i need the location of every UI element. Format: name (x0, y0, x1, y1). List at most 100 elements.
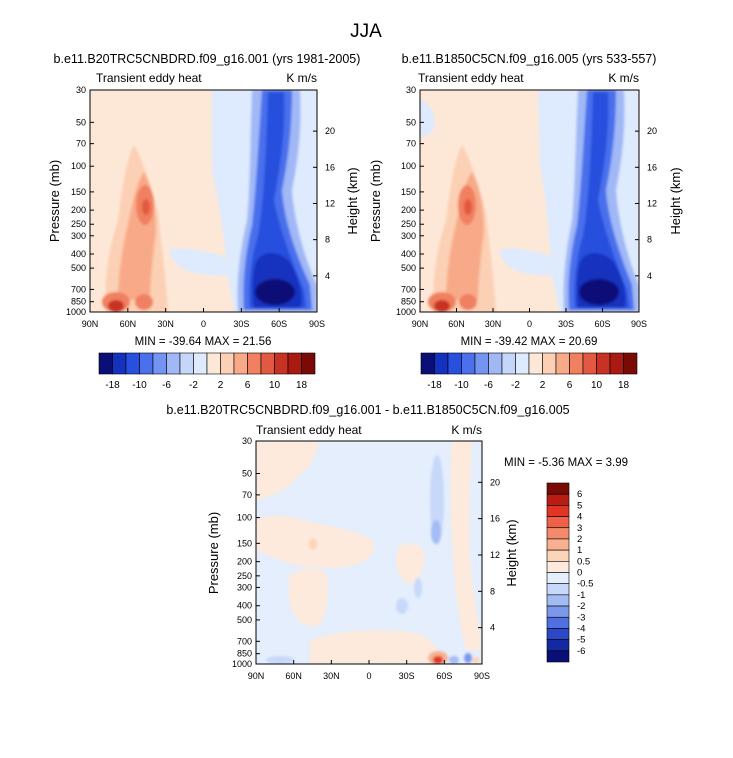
colorbar-box (623, 352, 638, 375)
pressure-tick-label: 500 (71, 263, 86, 273)
height-tick-label: 12 (490, 550, 500, 560)
panel-3-y-axis-title: Pressure (mb) (206, 512, 221, 594)
height-tick-label: 20 (647, 126, 657, 136)
colorbar-label: 0 (577, 568, 582, 579)
colorbar-label: -2 (577, 601, 585, 612)
panel-3-units-label: K m/s (451, 423, 482, 437)
colorbar-box (220, 352, 235, 375)
colorbar-box (139, 352, 154, 375)
latitude-tick-label: 60N (120, 319, 137, 329)
panel-1-y-axis-right: 20 16 12 8 4 (313, 126, 335, 281)
colorbar-box (287, 352, 302, 375)
panel-1-title: b.e11.B20TRC5CNBDRD.f09_g16.001 (yrs 198… (54, 52, 361, 66)
panel-3-title: b.e11.B20TRC5CNBDRD.f09_g16.001 - b.e11.… (166, 403, 569, 417)
colorbar-label: -18 (105, 380, 120, 391)
pressure-tick-label: 300 (401, 231, 416, 241)
height-tick-label: 16 (647, 162, 657, 172)
pressure-tick-label: 850 (401, 297, 416, 307)
pressure-tick-label: 1000 (66, 307, 86, 317)
panel-3-surface-left (266, 656, 294, 664)
colorbar-box (206, 352, 221, 375)
colorbar-box (546, 628, 570, 640)
height-tick-label: 12 (647, 198, 657, 208)
panel-1-positive-upper-peak (142, 199, 150, 215)
colorbar-box (166, 352, 181, 375)
pressure-tick-label: 70 (242, 490, 252, 500)
height-tick-label: 20 (325, 126, 335, 136)
panel-2-minimum-core (579, 279, 619, 305)
pressure-tick-label: 100 (401, 161, 416, 171)
colorbar-box (301, 352, 316, 375)
panel-3-positive-blob-mid (288, 568, 328, 627)
latitude-tick-label: 0 (527, 319, 532, 329)
latitude-tick-label: 60N (448, 319, 465, 329)
panel-3-positive-spot-1 (309, 538, 317, 550)
colorbar-label: 10 (591, 380, 603, 391)
panel-1-storm-track-inner (249, 92, 306, 308)
pressure-tick-label: 50 (242, 468, 252, 478)
colorbar-label: 6 (245, 380, 251, 391)
colorbar-box (555, 352, 570, 375)
pressure-tick-label: 150 (237, 538, 252, 548)
height-tick-label: 20 (490, 477, 500, 487)
colorbar-label: -6 (577, 646, 585, 657)
colorbar-box (546, 527, 570, 540)
colorbar-box (546, 493, 570, 506)
colorbar-label: 6 (577, 489, 582, 500)
panel-1-x-axis: 90N 60N 30N 0 30S 60S 90S (82, 308, 325, 329)
height-tick-label: 4 (647, 271, 652, 281)
latitude-tick-label: 0 (366, 671, 371, 681)
panel-2-negative-low-level (500, 248, 566, 276)
panel-3-surface-negative-1 (449, 656, 459, 664)
colorbar-label: -1 (577, 590, 585, 601)
panel-3-y-axis-right: 20 16 12 8 4 (478, 477, 500, 633)
colorbar-box (546, 505, 570, 517)
height-tick-label: 8 (647, 235, 652, 245)
colorbar-box (569, 352, 584, 375)
pressure-tick-label: 700 (401, 284, 416, 294)
panel-3-surface-negative-2 (464, 653, 472, 663)
colorbar-label: -6 (162, 380, 171, 391)
pressure-tick-label: 200 (401, 205, 416, 215)
pressure-tick-label: 70 (406, 139, 416, 149)
colorbar-label: -18 (427, 380, 442, 391)
height-tick-label: 8 (490, 586, 495, 596)
panel-2-stats: MIN = -39.42 MAX = 20.69 (461, 336, 598, 348)
colorbar-box (125, 352, 140, 375)
latitude-tick-label: 90N (412, 319, 429, 329)
pressure-tick-label: 100 (71, 161, 86, 171)
panel-2-variable-label: Transient eddy heat (418, 71, 524, 85)
pressure-tick-label: 70 (76, 139, 86, 149)
pressure-tick-label: 400 (401, 249, 416, 259)
colorbar-label: 2 (540, 380, 546, 391)
height-tick-label: 4 (325, 271, 330, 281)
pressure-tick-label: 1000 (232, 659, 252, 669)
panel-3-contour-field (256, 441, 482, 664)
latitude-tick-label: 90S (309, 319, 325, 329)
pressure-tick-label: 400 (71, 249, 86, 259)
pressure-tick-label: 850 (71, 297, 86, 307)
pressure-tick-label: 500 (401, 263, 416, 273)
latitude-tick-label: 90S (631, 319, 647, 329)
pressure-tick-label: 300 (237, 582, 252, 592)
height-tick-label: 4 (490, 623, 495, 633)
pressure-tick-label: 700 (237, 636, 252, 646)
colorbar-label: 1 (577, 545, 582, 556)
colorbar-box (596, 352, 611, 375)
colorbar-box (546, 650, 570, 663)
colorbar-label: -2 (511, 380, 520, 391)
colorbar-box (98, 352, 113, 375)
panel-1-positive-lower-right (135, 294, 153, 310)
colorbar-box (546, 561, 570, 573)
panel-2-title: b.e11.B1850C5CN.f09_g16.005 (yrs 533-557… (402, 52, 657, 66)
colorbar-label: 2 (218, 380, 224, 391)
latitude-tick-label: 90N (248, 671, 265, 681)
panel-2-height-axis-title: Height (km) (668, 167, 683, 234)
height-tick-label: 8 (325, 235, 330, 245)
colorbar-label: 5 (577, 500, 582, 511)
colorbar-box (542, 352, 557, 375)
colorbar-box (488, 352, 503, 375)
pressure-tick-label: 1000 (396, 307, 416, 317)
height-tick-label: 12 (325, 198, 335, 208)
